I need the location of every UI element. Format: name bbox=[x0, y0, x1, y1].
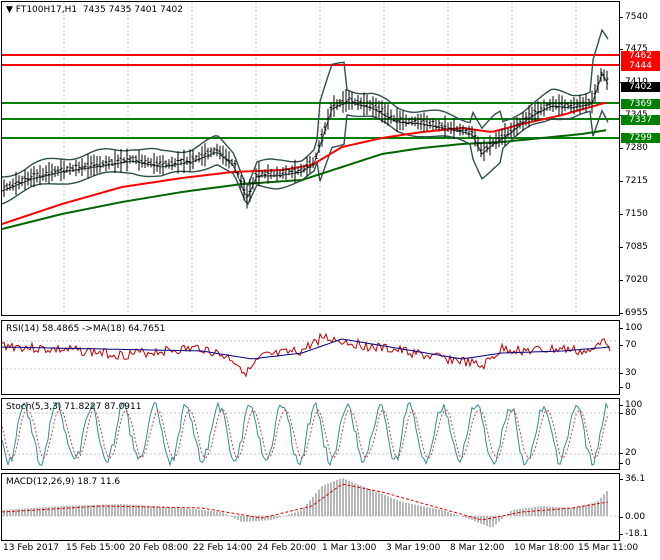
macd-tick: 36.1 bbox=[619, 474, 646, 484]
rsi-line bbox=[2, 332, 611, 378]
macd-tick: -18.1 bbox=[619, 529, 649, 539]
chart-title: ▼ FT100H17,H1 7435 7435 7401 7402 bbox=[4, 5, 185, 16]
price-tick: 7150 bbox=[620, 209, 648, 219]
rsi-tick: 0 bbox=[620, 382, 631, 392]
bollinger-lower-line bbox=[2, 108, 609, 206]
time-label: 22 Feb 14:00 bbox=[193, 543, 253, 553]
bollinger-upper-line bbox=[2, 28, 609, 187]
time-label: 24 Feb 20:00 bbox=[257, 543, 317, 553]
price-axis: 7540747574107345728072157150708570206955… bbox=[620, 1, 660, 318]
chart-menu-arrow-icon[interactable]: ▼ bbox=[6, 5, 13, 15]
macd-signal-line bbox=[2, 483, 609, 521]
time-label: 15 Mar 11:00 bbox=[578, 543, 639, 553]
rsi-panel[interactable]: RSI(14) 58.4865 ->MA(18) 64.7651 bbox=[1, 320, 620, 395]
price-tick: 6955 bbox=[620, 308, 648, 318]
price-tick: 7215 bbox=[620, 176, 648, 186]
price-tag: 7462 bbox=[621, 51, 660, 61]
stoch-tick: 100 bbox=[619, 400, 643, 410]
rsi-tick: 30 bbox=[619, 368, 637, 378]
ohlc-values: 7435 7435 7401 7402 bbox=[82, 5, 184, 15]
time-label: 13 Feb 2017 bbox=[3, 543, 60, 553]
macd-tick: 0.00 bbox=[619, 512, 646, 522]
stoch-tick: 20 bbox=[619, 448, 637, 458]
price-chart-panel[interactable]: ▼ FT100H17,H1 7435 7435 7401 7402 bbox=[1, 1, 620, 316]
price-tick: 7020 bbox=[620, 275, 648, 285]
rsi-tick: 70 bbox=[619, 340, 637, 350]
stochastic-canvas bbox=[2, 401, 619, 467]
rsi-canvas bbox=[2, 332, 619, 378]
stoch-tick: 0 bbox=[620, 458, 631, 468]
time-label: 20 Feb 08:00 bbox=[129, 543, 189, 553]
price-tag: 7444 bbox=[621, 61, 660, 71]
macd-axis: 36.1 0.00 -18.1 bbox=[619, 473, 660, 541]
time-label: 3 Mar 19:00 bbox=[386, 543, 441, 553]
stoch-main-line bbox=[2, 401, 609, 467]
price-tag: 7402 bbox=[621, 82, 660, 92]
price-tag: 7337 bbox=[621, 115, 660, 125]
rsi-axis: 100 70 30 0 bbox=[619, 320, 660, 395]
price-tick: 7475 bbox=[620, 44, 648, 54]
moving-average-fast-line bbox=[2, 101, 607, 225]
price-chart-canvas[interactable] bbox=[2, 2, 619, 315]
price-tick: 7540 bbox=[620, 12, 648, 22]
moving-average-slow-line bbox=[2, 129, 607, 230]
stochastic-panel[interactable]: Stoch(5,3,3) 71.8227 87.0911 bbox=[1, 398, 620, 470]
stoch-signal-line bbox=[2, 409, 609, 459]
time-label: 1 Mar 13:00 bbox=[322, 543, 377, 553]
macd-canvas bbox=[2, 478, 619, 528]
macd-panel[interactable]: MACD(12,26,9) 18.7 11.6 bbox=[1, 473, 620, 541]
price-tick: 7280 bbox=[620, 143, 648, 153]
time-label: 15 Feb 15:00 bbox=[66, 543, 126, 553]
price-tag: 7369 bbox=[621, 99, 660, 109]
symbol-label: FT100H17,H1 bbox=[15, 5, 78, 15]
time-label: 10 Mar 18:00 bbox=[514, 543, 575, 553]
rsi-ma-line bbox=[2, 338, 611, 360]
price-tick: 7085 bbox=[620, 242, 648, 252]
rsi-tick: 100 bbox=[619, 323, 643, 333]
time-label: 8 Mar 12:00 bbox=[450, 543, 505, 553]
stochastic-label: Stoch(5,3,3) 71.8227 87.0911 bbox=[6, 402, 142, 412]
rsi-label: RSI(14) 58.4865 ->MA(18) 64.7651 bbox=[6, 324, 166, 334]
price-tag: 7299 bbox=[621, 133, 660, 143]
stoch-tick: 80 bbox=[619, 408, 637, 418]
stochastic-axis: 100 80 20 0 bbox=[619, 398, 660, 470]
macd-label: MACD(12,26,9) 18.7 11.6 bbox=[6, 477, 121, 487]
